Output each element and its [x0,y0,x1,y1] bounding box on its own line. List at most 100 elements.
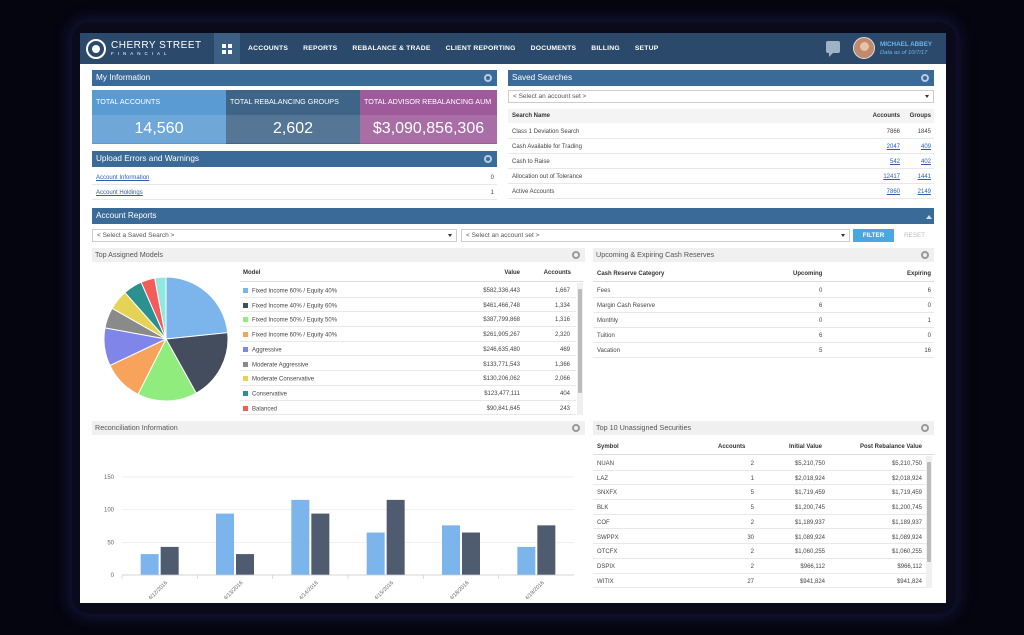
search-accounts[interactable]: 2047 [886,144,900,150]
bar-open-orders[interactable] [442,525,460,575]
model-name-cell: Moderate Aggressive [243,361,308,368]
cash-category: Monthly [597,318,619,324]
pie-slice[interactable] [137,337,197,402]
user-avatar[interactable] [853,37,875,59]
gear-icon[interactable] [921,251,929,259]
nav-item-accounts[interactable]: ACCOUNTS [248,45,289,52]
gear-icon[interactable] [921,74,929,82]
model-row[interactable]: Moderate Aggressive $133,771,543 1,366 [240,357,576,372]
nav-item-reports[interactable]: REPORTS [303,45,338,52]
security-row[interactable]: WITIX 27 $941,824 $941,824 [593,574,926,589]
my-information-header: My Information [92,70,497,86]
bar-open-orders[interactable] [517,546,536,575]
search-groups[interactable]: 1441 [917,174,931,180]
logo[interactable]: CHERRY STREET FINANCIAL [80,33,214,64]
model-row[interactable]: Fixed Income 40% / Equity 60% $461,466,74… [240,298,576,313]
bar-open-orders[interactable] [366,532,385,575]
security-row[interactable]: SNXFX 5 $1,719,459 $1,719,459 [593,485,926,501]
bar-open-orders[interactable] [140,554,159,575]
scroll-thumb[interactable] [927,462,931,562]
model-row[interactable]: Moderate Conservative $130,206,062 2,066 [240,371,576,386]
bar-unreconciled-trades[interactable] [311,513,330,575]
security-row[interactable]: OTCFX 2 $1,060,255 $1,060,255 [593,544,926,559]
model-row[interactable]: Aggressive $246,635,480 469 [240,342,576,357]
gear-icon[interactable] [484,74,492,82]
pie-slice[interactable] [154,276,167,340]
stat-card-0[interactable]: TOTAL ACCOUNTS 14,560 [92,90,226,144]
security-row[interactable]: DSPIX 2 $966,112 $966,112 [593,559,926,574]
saved-search-row[interactable]: Class 1 Deviation Search 7866 1845 [508,124,934,139]
user-name[interactable]: MICHAEL ABBEY [880,41,933,48]
collapse-icon[interactable] [926,212,932,219]
saved-searches-account-set-select[interactable]: < Select an account set > [508,90,934,103]
bar-unreconciled-trades[interactable] [386,499,405,575]
security-row[interactable]: LAZ 1 $2,018,924 $2,018,924 [593,471,926,486]
cash-category: Tuition [597,333,615,339]
gear-icon[interactable] [572,251,580,259]
nav-item-setup[interactable]: SETUP [634,45,659,52]
model-accounts: 2,320 [554,332,570,339]
cash-expiring: 16 [924,348,931,354]
bar-unreconciled-trades[interactable] [462,532,480,575]
saved-search-row[interactable]: Cash Available for Trading 2047 409 [508,139,934,154]
stat-card-2[interactable]: TOTAL ADVISOR REBALANCING AUM $3,090,856,… [360,90,497,144]
nav-item-documents[interactable]: DOCUMENTS [530,45,577,52]
security-row[interactable]: COF 2 $1,189,937 $1,189,937 [593,515,926,530]
model-row[interactable]: Balanced $90,841,645 243 [240,401,576,416]
top-navigation-bar: CHERRY STREET FINANCIAL ACCOUNTS REPORTS R… [80,33,946,64]
saved-search-select[interactable]: < Select a Saved Search > [92,229,457,242]
model-row[interactable]: Fixed Income 60% / Equity 40% $261,905,26… [240,327,576,342]
model-value: $582,336,443 [483,288,520,294]
pie-slice[interactable] [165,332,229,394]
account-set-select[interactable]: < Select an account set > [461,229,850,242]
pie-slice[interactable] [165,276,229,340]
chat-icon[interactable] [826,41,840,57]
model-row[interactable]: Fixed Income 60% / Equity 40% $582,336,44… [240,283,576,298]
saved-search-row[interactable]: Cash to Raise 542 402 [508,154,934,169]
upload-link[interactable]: Account Holdings [96,190,143,196]
model-row[interactable]: Fixed Income 50% / Equity 50% $387,799,86… [240,312,576,328]
security-row[interactable]: NUAN 2 $5,210,750 $5,210,750 [593,456,926,471]
reset-button[interactable]: RESET [904,232,925,239]
scroll-thumb[interactable] [578,289,582,393]
security-symbol: SNXFX [597,490,618,497]
upload-link[interactable]: Account Information [96,175,150,181]
stat-card-1[interactable]: TOTAL REBALANCING GROUPS 2,602 [226,90,360,144]
gear-icon[interactable] [921,424,929,432]
filter-button[interactable]: FILTER [853,229,894,242]
gear-icon[interactable] [484,155,492,163]
search-groups[interactable]: 2149 [917,189,931,195]
search-accounts[interactable]: 542 [889,159,900,165]
security-accounts: 1 [750,475,754,482]
nav-item-billing[interactable]: BILLING [591,45,620,52]
bar-unreconciled-trades[interactable] [236,554,254,575]
col-model: Model [243,270,261,276]
bar-open-orders[interactable] [291,499,310,575]
gear-icon[interactable] [572,424,580,432]
bar-open-orders[interactable] [216,513,234,575]
search-accounts[interactable]: 7860 [886,189,900,195]
x-tick-label: 4/18/2016 [449,580,471,599]
search-groups[interactable]: 402 [920,159,931,165]
model-accounts: 243 [559,405,570,412]
search-groups[interactable]: 409 [920,144,931,150]
panel-title: Account Reports [96,211,157,220]
logo-icon [86,38,106,59]
nav-item-rebalance-trade[interactable]: REBALANCE & TRADE [352,45,431,52]
search-accounts[interactable]: 12417 [883,174,900,180]
bar-unreconciled-trades[interactable] [537,525,556,575]
models-scrollbar[interactable] [577,283,583,415]
security-accounts: 2 [750,519,754,526]
nav-item-client-reporting[interactable]: CLIENT REPORTING [445,45,516,52]
security-row[interactable]: SWPPX 30 $1,089,924 $1,089,924 [593,530,926,545]
bar-unreconciled-trades[interactable] [160,546,179,575]
security-accounts: 27 [747,578,754,585]
dashboard-button[interactable] [214,33,240,64]
securities-scrollbar[interactable] [926,456,932,588]
model-row[interactable]: Conservative $123,477,111 404 [240,386,576,401]
saved-search-row[interactable]: Active Accounts 7860 2149 [508,184,934,199]
saved-search-row[interactable]: Allocation out of Tolerance 12417 1441 [508,169,934,184]
model-accounts: 469 [559,346,570,353]
security-row[interactable]: BLK 5 $1,200,745 $1,200,745 [593,500,926,515]
model-value: $461,466,748 [483,302,520,309]
